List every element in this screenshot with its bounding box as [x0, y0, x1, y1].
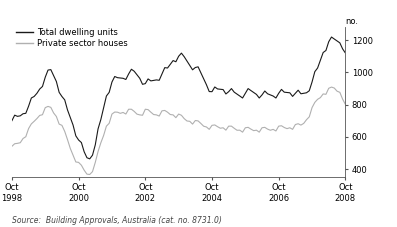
Legend: Total dwelling units, Private sector houses: Total dwelling units, Private sector hou… — [16, 28, 128, 48]
Text: Source:  Building Approvals, Australia (cat. no. 8731.0): Source: Building Approvals, Australia (c… — [12, 216, 222, 225]
Text: no.: no. — [345, 17, 358, 26]
